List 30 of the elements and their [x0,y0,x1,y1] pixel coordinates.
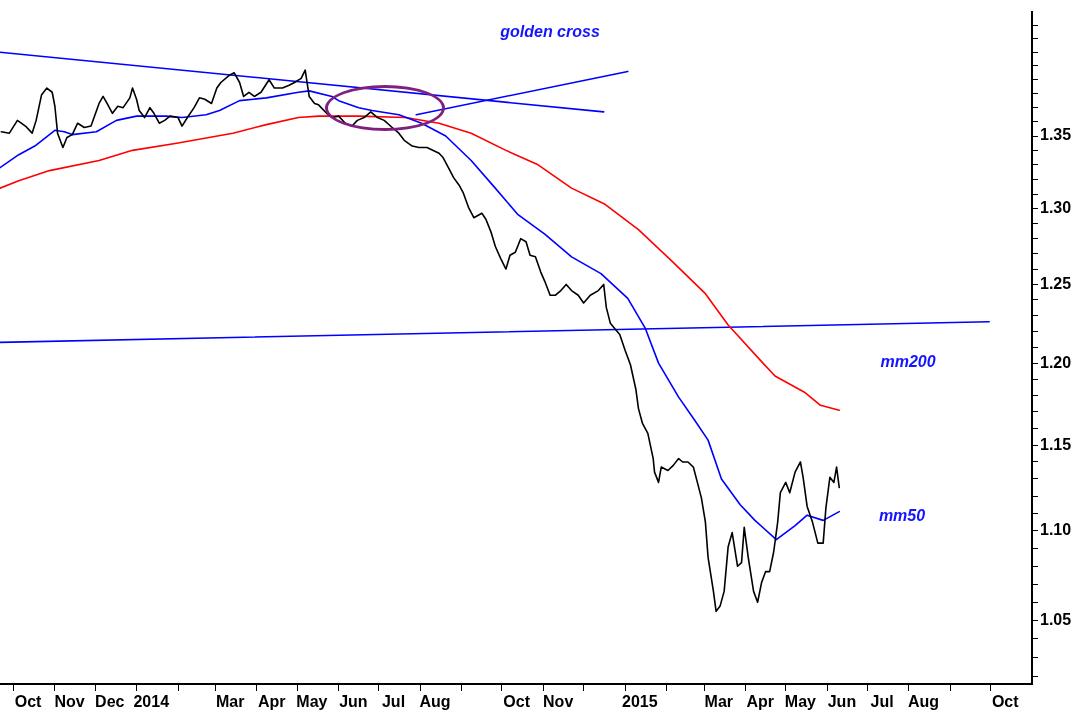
x-tick-label: Apr [746,693,775,711]
x-tick-label: Dec [95,693,125,711]
x-tick-label: Apr [257,693,286,711]
x-tick-label: 2014 [133,693,170,711]
x-tick-label: Aug [908,693,940,711]
annotation: golden cross [499,23,600,41]
x-tick-label: Mar [216,693,245,711]
y-tick-label: 1.10 [1040,521,1072,539]
y-tick-label: 1.15 [1040,435,1072,453]
y-tick-label: 1.25 [1040,274,1072,292]
y-tick-label: 1.20 [1040,353,1072,371]
x-tick-label: Jul [870,693,894,711]
x-tick-label: Oct [14,693,43,711]
annotation: mm200 [880,353,936,371]
x-tick-label: 2015 [622,693,658,711]
x-tick-label: May [296,693,328,711]
y-tick-label: 1.30 [1040,199,1072,217]
x-tick-label: Oct [503,693,531,711]
x-tick-label: Nov [543,693,574,711]
x-tick-label: Nov [54,693,85,711]
annotation: mm50 [878,507,926,525]
x-tick-label: Jun [339,693,368,711]
y-tick-label: 1.35 [1040,126,1072,144]
y-tick-label: 1.05 [1040,610,1072,628]
x-tick-label: Mar [704,693,734,711]
x-tick-label: Jun [827,693,857,711]
x-tick-label: Aug [419,693,451,711]
x-tick-label: May [784,693,817,711]
x-tick-label: Oct [991,693,1020,711]
x-tick-label: Jul [381,693,406,711]
